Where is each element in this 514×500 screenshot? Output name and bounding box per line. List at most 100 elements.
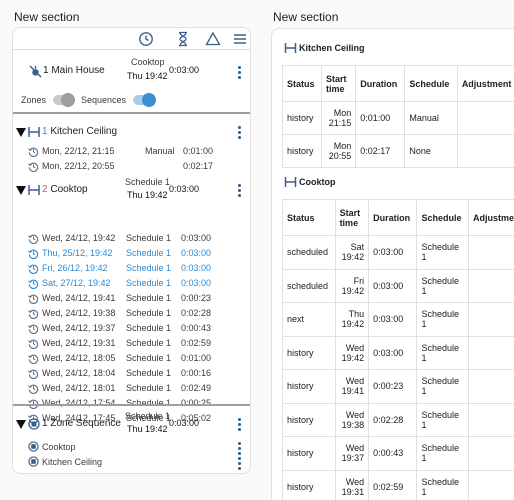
sequence-item-kitchen-ceiling-more-button[interactable] bbox=[237, 457, 241, 472]
table-cell-adjustment bbox=[467, 235, 514, 270]
warning-triangle-icon[interactable] bbox=[205, 31, 221, 47]
cooktop-more-button[interactable] bbox=[237, 184, 241, 199]
zone-sequence-label: 1 Zone Sequence bbox=[42, 418, 121, 429]
kitchen-ceiling-more-button[interactable] bbox=[237, 126, 241, 141]
history-icon bbox=[28, 294, 39, 304]
kitchen-ceiling-table-title: Kitchen Ceiling bbox=[299, 43, 365, 53]
run-row-schedule: Schedule 1 bbox=[126, 383, 172, 393]
card-toolbar bbox=[13, 28, 250, 50]
table-header-row: Status Start time Duration Schedule Adjustme… bbox=[282, 199, 514, 236]
table-cell-status: history bbox=[281, 101, 323, 135]
cooktop-duration: 0:03:00 bbox=[169, 184, 200, 194]
main-house-more-button[interactable] bbox=[237, 66, 241, 81]
sprinkler-off-icon bbox=[29, 65, 42, 78]
history-row-duration: 0:02:17 bbox=[183, 161, 214, 171]
run-row-schedule: Schedule 1 bbox=[126, 263, 172, 273]
run-row-time: Wed, 24/12, 18:05 bbox=[42, 353, 116, 363]
table-row: history Wed 19:41 0:00:23 Schedule 1 bbox=[282, 369, 514, 404]
table-cell-status: history bbox=[282, 436, 336, 471]
menu-icon[interactable] bbox=[232, 31, 248, 47]
run-row-time: Wed, 24/12, 19:38 bbox=[42, 308, 116, 318]
history-icon bbox=[28, 339, 39, 349]
table-cell-schedule: Schedule 1 bbox=[416, 268, 469, 303]
column-header: Status bbox=[282, 199, 336, 236]
table-cell-schedule: Schedule 1 bbox=[416, 235, 469, 270]
sequence-icon bbox=[28, 418, 40, 430]
history-icon bbox=[28, 369, 39, 379]
column-header: Adjustment bbox=[467, 199, 514, 236]
sequence-item-icon bbox=[28, 441, 39, 452]
table-row: history Wed 19:31 0:02:59 Schedule 1 bbox=[282, 469, 514, 500]
history-row-time: Mon, 22/12, 20:55 bbox=[42, 161, 115, 171]
sequence-item-icon bbox=[28, 456, 39, 467]
table-cell-status: history bbox=[281, 134, 323, 168]
run-row-duration: 0:02:49 bbox=[181, 383, 212, 393]
clock-icon[interactable] bbox=[138, 31, 154, 47]
sequence-item-cooktop-more-button[interactable] bbox=[237, 442, 241, 457]
run-row-duration: 0:05:02 bbox=[181, 413, 212, 423]
run-row-duration: 0:03:00 bbox=[181, 233, 212, 243]
table-cell-status: history bbox=[282, 469, 336, 500]
table-cell-status: history bbox=[282, 335, 336, 370]
zone-valve-icon bbox=[28, 127, 40, 137]
collapse-zone-sequence-icon[interactable] bbox=[16, 420, 26, 429]
run-row-time: Wed, 24/12, 19:31 bbox=[42, 338, 116, 348]
table-cell-adjustment bbox=[467, 469, 514, 500]
run-row-duration: 0:03:00 bbox=[181, 263, 212, 273]
table-cell-duration: 0:02:59 bbox=[368, 469, 418, 500]
table-cell-start: Mon 21:15 bbox=[321, 101, 357, 135]
zone-sequence-next-time: Thu 19:42 bbox=[127, 424, 168, 434]
table-row: history Wed 19:38 0:02:28 Schedule 1 bbox=[282, 402, 514, 437]
table-cell-duration: 0:03:00 bbox=[368, 302, 418, 337]
column-header: Schedule bbox=[404, 65, 458, 102]
table-cell-duration: 0:01:00 bbox=[355, 101, 406, 135]
table-row: history Wed 19:37 0:00:43 Schedule 1 bbox=[282, 436, 514, 471]
table-cell-schedule: Schedule 1 bbox=[416, 302, 469, 337]
zone-valve-icon bbox=[284, 177, 297, 187]
table-cell-duration: 0:03:00 bbox=[368, 335, 418, 370]
table-cell-status: scheduled bbox=[282, 235, 336, 270]
column-header: Duration bbox=[355, 65, 406, 102]
table-cell-adjustment bbox=[467, 436, 514, 471]
table-cell-schedule: Schedule 1 bbox=[416, 436, 469, 471]
zone-sequence-more-button[interactable] bbox=[237, 418, 241, 433]
run-row-schedule: Schedule 1 bbox=[126, 233, 172, 243]
run-row-time: Wed, 24/12, 18:01 bbox=[42, 383, 116, 393]
table-cell-duration: 0:03:00 bbox=[368, 235, 418, 270]
zone-sequence-schedule: Schedule 1 bbox=[125, 411, 171, 421]
table-cell-status: history bbox=[282, 402, 336, 437]
hourglass-icon[interactable] bbox=[175, 31, 191, 47]
run-row-time: Wed, 24/12, 19:42 bbox=[42, 233, 116, 243]
run-row-time: Wed, 24/12, 18:04 bbox=[42, 368, 116, 378]
table-cell-duration: 0:03:00 bbox=[368, 268, 418, 303]
table-cell-adjustment bbox=[467, 302, 514, 337]
history-icon bbox=[28, 162, 39, 172]
table-row: scheduled Fri 19:42 0:03:00 Schedule 1 bbox=[282, 268, 514, 303]
main-house-label: 1 Main House bbox=[43, 65, 105, 76]
cooktop-title: 2 Cooktop bbox=[42, 184, 88, 195]
history-icon bbox=[28, 264, 39, 274]
run-row-schedule: Schedule 1 bbox=[126, 413, 172, 423]
run-row-schedule: Schedule 1 bbox=[126, 293, 172, 303]
column-header: Schedule bbox=[416, 199, 469, 236]
column-header: Start time bbox=[334, 199, 370, 236]
run-row-duration: 0:03:00 bbox=[181, 248, 212, 258]
table-cell-adjustment bbox=[467, 335, 514, 370]
table-row: history Wed 19:42 0:03:00 Schedule 1 bbox=[282, 335, 514, 370]
run-row-schedule: Schedule 1 bbox=[126, 398, 172, 408]
table-cell-duration: 0:00:23 bbox=[368, 369, 418, 404]
run-row-schedule: Schedule 1 bbox=[126, 308, 172, 318]
table-cell-adjustment bbox=[467, 402, 514, 437]
zones-toggle[interactable] bbox=[53, 93, 75, 107]
sequences-toggle[interactable] bbox=[133, 93, 156, 107]
history-row-time: Mon, 22/12, 21:15 bbox=[42, 146, 115, 156]
history-tables-card: Kitchen Ceiling Status Start time Duration… bbox=[271, 28, 514, 500]
history-row-duration: 0:01:00 bbox=[183, 146, 214, 156]
table-cell-start: Thu 19:42 bbox=[334, 302, 370, 337]
collapse-kitchen-ceiling-icon[interactable] bbox=[16, 128, 26, 137]
collapse-cooktop-icon[interactable] bbox=[16, 186, 26, 195]
table-cell-start: Mon 20:55 bbox=[321, 134, 357, 168]
run-row-time: Wed, 24/12, 17:54 bbox=[42, 398, 116, 408]
run-row-time: Wed, 24/12, 17:45 bbox=[42, 413, 116, 423]
zone-sequence-duration: 0:03:00 bbox=[169, 418, 200, 428]
